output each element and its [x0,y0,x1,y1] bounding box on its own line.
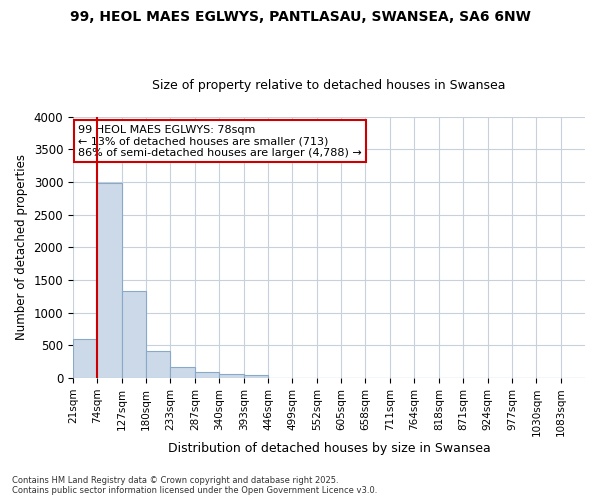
Bar [97,184,122,378]
Text: Contains HM Land Registry data © Crown copyright and database right 2025.
Contai: Contains HM Land Registry data © Crown c… [12,476,377,495]
Bar [220,374,244,378]
Bar [170,366,194,378]
Bar [195,372,220,378]
Y-axis label: Number of detached properties: Number of detached properties [15,154,28,340]
Bar [73,339,97,378]
X-axis label: Distribution of detached houses by size in Swansea: Distribution of detached houses by size … [167,442,490,455]
Text: 99 HEOL MAES EGLWYS: 78sqm
← 13% of detached houses are smaller (713)
86% of sem: 99 HEOL MAES EGLWYS: 78sqm ← 13% of deta… [78,124,362,158]
Title: Size of property relative to detached houses in Swansea: Size of property relative to detached ho… [152,79,506,92]
Bar [122,291,146,378]
Bar [244,376,268,378]
Bar [146,350,170,378]
Text: 99, HEOL MAES EGLWYS, PANTLASAU, SWANSEA, SA6 6NW: 99, HEOL MAES EGLWYS, PANTLASAU, SWANSEA… [70,10,530,24]
